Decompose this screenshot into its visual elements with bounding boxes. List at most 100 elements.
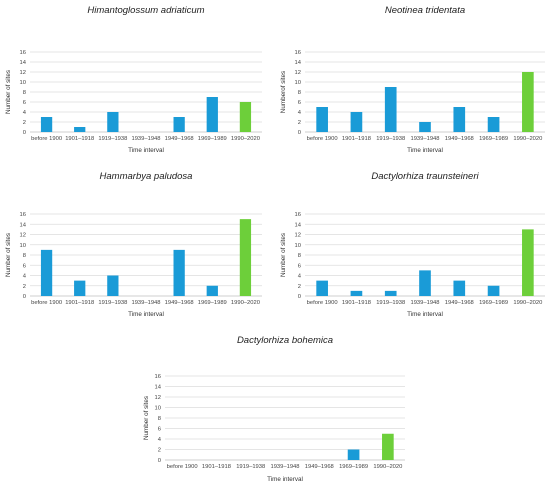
- y-tick-label: 10: [295, 243, 301, 249]
- bar-6: [347, 449, 360, 460]
- y-tick-label: 14: [155, 385, 162, 391]
- chart-panel-4: Dactylorhiza traunsteineri 0 2 4 6 8 10 12 14 16 b…: [280, 171, 545, 318]
- y-tick-label: 6: [23, 100, 26, 106]
- x-tick-label: 1969–1989: [479, 136, 508, 142]
- x-axis-label: Time interval: [407, 147, 443, 154]
- y-tick-label: 16: [295, 212, 301, 218]
- x-tick-label: 1949–1968: [445, 136, 474, 142]
- y-tick-label: 4: [23, 110, 27, 116]
- chart-panel-2: Neotinea tridentata 0 2 4 6 8 10 12 14 16 before 1…: [280, 5, 545, 154]
- x-tick-label: 1969–1989: [479, 300, 508, 306]
- chart-title: Neotinea tridentata: [385, 5, 465, 16]
- x-tick-label: 1919–1938: [98, 136, 127, 142]
- y-tick-label: 0: [23, 294, 26, 300]
- y-tick-label: 12: [155, 395, 161, 401]
- bar-5: [173, 117, 185, 132]
- x-tick-label: 1919–1938: [98, 300, 127, 306]
- y-tick-label: 12: [295, 70, 301, 76]
- y-tick-label: 10: [20, 243, 26, 249]
- bar-3: [384, 290, 397, 296]
- y-tick-label: 12: [295, 233, 301, 239]
- bar-2: [74, 127, 86, 132]
- x-axis-label: Time interval: [128, 311, 164, 318]
- chart-panel-1: Himantoglossum adriaticum 0 2 4 6 8 10 12 14 16 be…: [5, 5, 262, 154]
- bar-2: [350, 112, 363, 132]
- x-tick-label: 1969–1989: [339, 464, 368, 470]
- y-tick-label: 4: [23, 274, 27, 280]
- y-tick-label: 8: [23, 90, 26, 96]
- x-tick-label: 1969–1989: [198, 136, 227, 142]
- y-tick-label: 6: [298, 100, 301, 106]
- x-tick-label: 1901–1918: [65, 300, 94, 306]
- chart-title: Hammarbya paludosa: [100, 171, 193, 182]
- y-tick-label: 2: [23, 120, 26, 126]
- y-tick-label: 12: [20, 233, 26, 239]
- x-tick-label: before 1900: [167, 464, 198, 470]
- bar-6: [487, 117, 500, 132]
- x-tick-label: before 1900: [307, 300, 338, 306]
- y-tick-label: 2: [23, 284, 26, 290]
- y-tick-label: 14: [20, 222, 27, 228]
- x-axis-label: Time interval: [407, 311, 443, 318]
- y-tick-label: 0: [158, 458, 161, 464]
- x-tick-label: 1901–1918: [342, 136, 371, 142]
- x-tick-label: 1949–1968: [165, 300, 194, 306]
- x-tick-label: 1990–2020: [513, 136, 542, 142]
- bar-6: [206, 285, 218, 296]
- x-tick-label: before 1900: [307, 136, 338, 142]
- y-tick-label: 6: [158, 427, 161, 433]
- y-tick-label: 10: [20, 80, 26, 86]
- bar-3: [107, 275, 119, 296]
- x-tick-label: before 1900: [31, 300, 62, 306]
- bar-2: [74, 280, 86, 296]
- x-tick-label: 1901–1918: [202, 464, 231, 470]
- x-tick-label: 1939–1948: [270, 464, 299, 470]
- bar-7: [239, 219, 252, 296]
- y-tick-label: 8: [23, 253, 26, 259]
- y-axis-label: Numberof sites: [280, 71, 287, 113]
- bar-2: [350, 290, 363, 296]
- y-tick-label: 6: [298, 263, 301, 269]
- x-tick-label: 1919–1938: [376, 136, 405, 142]
- x-tick-label: 1939–1948: [131, 300, 160, 306]
- bar-7: [522, 72, 534, 132]
- x-tick-label: 1990–2020: [373, 464, 402, 470]
- bar-1: [40, 117, 53, 132]
- bar-1: [316, 107, 328, 132]
- y-axis-label: Number of sites: [5, 70, 12, 114]
- y-tick-label: 8: [298, 253, 301, 259]
- bar-1: [40, 249, 53, 296]
- x-tick-label: 1939–1948: [131, 136, 160, 142]
- x-tick-label: 1949–1968: [305, 464, 334, 470]
- x-tick-label: 1949–1968: [165, 136, 194, 142]
- x-tick-label: 1901–1918: [65, 136, 94, 142]
- bar-4: [419, 122, 431, 132]
- y-axis-label: Number of sites: [280, 233, 287, 277]
- bar-3: [384, 87, 397, 132]
- bar-7: [239, 102, 252, 132]
- y-tick-label: 10: [295, 80, 301, 86]
- y-axis-label: Number of sites: [5, 233, 12, 277]
- chart-title: Himantoglossum adriaticum: [87, 5, 204, 16]
- x-tick-label: 1969–1989: [198, 300, 227, 306]
- bar-6: [206, 97, 218, 132]
- y-tick-label: 0: [298, 294, 301, 300]
- x-tick-label: 1939–1948: [410, 300, 439, 306]
- y-tick-label: 2: [298, 120, 301, 126]
- y-tick-label: 6: [23, 263, 26, 269]
- x-axis-label: Time interval: [128, 147, 164, 154]
- y-tick-label: 16: [155, 374, 161, 380]
- x-tick-label: 1919–1938: [236, 464, 265, 470]
- bar-4: [419, 270, 431, 296]
- bar-3: [107, 112, 119, 132]
- y-tick-label: 16: [295, 50, 301, 56]
- chart-panel-3: Hammarbya paludosa 0 2 4 6 8 10 12 14 16 before 19…: [5, 171, 262, 318]
- bar-7: [522, 229, 534, 296]
- bar-1: [316, 280, 328, 296]
- y-tick-label: 16: [20, 50, 26, 56]
- chart-panel-5: Dactylorhiza bohemica 0 2 4 6 8 10 12 14 16 before…: [143, 335, 405, 483]
- x-tick-label: 1949–1968: [445, 300, 474, 306]
- x-tick-label: 1990–2020: [513, 300, 542, 306]
- x-tick-label: 1939–1948: [410, 136, 439, 142]
